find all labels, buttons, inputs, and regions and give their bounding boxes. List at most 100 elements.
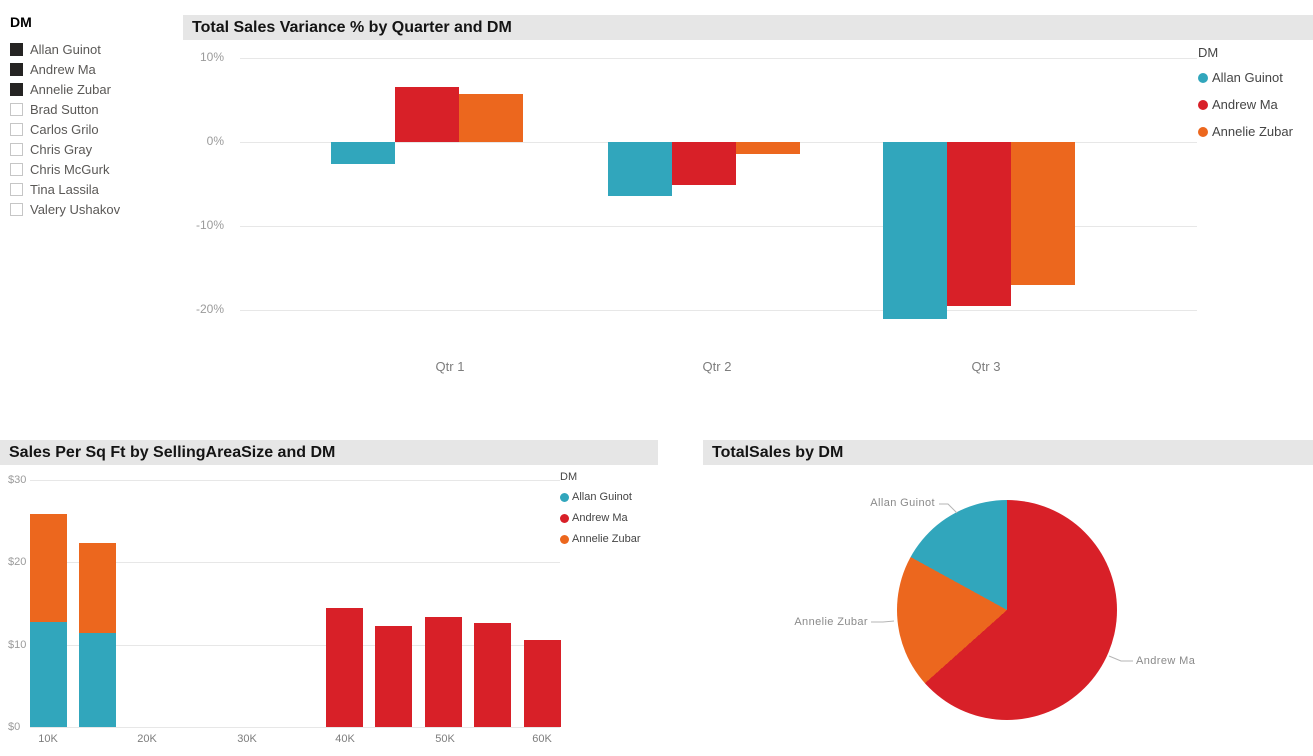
x-axis-tick-30k: 30K [237,733,257,745]
variance-bar-qtr-2-andrew-ma[interactable] [672,141,736,186]
sqft-bar-10k-allan-guinot[interactable] [29,622,67,727]
slicer-item-carlos-grilo[interactable]: Carlos Grilo [10,119,178,139]
legend-item-allan-guinot[interactable]: Allan Guinot [1198,69,1293,86]
variance-bar-qtr-3-andrew-ma[interactable] [947,141,1011,306]
checkbox-annelie-zubar[interactable] [10,82,23,96]
x-axis-label-qtr-2: Qtr 2 [702,359,732,374]
sqft-legend-items: Allan Guinot Andrew Ma Annelie Zubar [560,490,641,546]
sqft-bar-45k-andrew-ma[interactable] [375,626,413,727]
totalsales-pie[interactable] [897,500,1117,720]
legend-dot [560,534,569,544]
slicer-item-valery-ushakov[interactable]: Valery Ushakov [10,199,178,219]
variance-bar-qtr-2-allan-guinot[interactable] [608,141,672,197]
checkbox-allan-guinot[interactable] [10,42,23,56]
x-axis-tick-50k: 50K [435,733,455,745]
legend-dot [560,492,569,502]
checkbox-chris-gray[interactable] [10,142,23,156]
slicer-item-label: Andrew Ma [30,61,96,77]
slicer-item-label: Chris Gray [30,141,93,157]
legend-dot [1198,99,1208,110]
slicer-item-allan-guinot[interactable]: Allan Guinot [10,39,178,59]
variance-bar-qtr-1-andrew-ma[interactable] [395,86,459,142]
slicer-item-label: Carlos Grilo [30,121,99,137]
sqft-legend-title: DM [560,471,578,483]
sqft-bar-55k-andrew-ma[interactable] [474,623,512,727]
slicer-item-annelie-zubar[interactable]: Annelie Zubar [10,79,178,99]
variance-bar-qtr-1-allan-guinot[interactable] [331,141,395,164]
pie-label-andrew-ma: Andrew Ma [1136,655,1196,667]
checkbox-carlos-grilo[interactable] [10,122,23,136]
variance-legend-title: DM [1198,45,1219,60]
gridline [240,57,1197,59]
slicer-item-label: Valery Ushakov [30,201,121,217]
y-axis-tick: $20 [8,556,27,569]
legend-label: Andrew Ma [572,512,628,524]
legend-dot [1198,126,1208,137]
x-axis-tick-40k: 40K [335,733,355,745]
slicer-item-chris-gray[interactable]: Chris Gray [10,139,178,159]
checkbox-andrew-ma[interactable] [10,62,23,76]
sqft-chart-title: Sales Per Sq Ft by SellingAreaSize and D… [0,440,658,465]
gridline [30,562,560,564]
slicer-item-chris-mcgurk[interactable]: Chris McGurk [10,159,178,179]
gridline [30,480,560,482]
gridline [30,726,560,728]
y-axis-tick: 10% [199,49,224,64]
checkbox-valery-ushakov[interactable] [10,202,23,216]
slicer-title: DM [10,14,32,30]
y-axis-tick: -20% [195,302,224,317]
y-axis-tick: 0% [206,133,224,148]
variance-bar-qtr-3-annelie-zubar[interactable] [1011,141,1075,285]
sqft-legend: DM Allan Guinot Andrew Ma Annelie Zubar [560,471,641,553]
gridline [240,225,1197,227]
y-axis-tick: $30 [8,474,27,487]
checkbox-chris-mcgurk[interactable] [10,162,23,176]
pie-label-allan-guinot: Allan Guinot [870,497,935,509]
legend-label: Allan Guinot [572,491,632,503]
variance-plot: 10% 0% -10% -20% Qtr 1 Qtr 2 Qtr 3 [183,15,1313,390]
x-axis-label-qtr-1: Qtr 1 [435,359,465,374]
pie-label-annelie-zubar: Annelie Zubar [794,616,868,628]
sqft-bar-60k-andrew-ma[interactable] [523,639,561,727]
y-axis-tick: $10 [8,638,27,651]
x-axis-label-qtr-3: Qtr 3 [971,359,1001,374]
checkbox-brad-sutton[interactable] [10,102,23,116]
variance-bar-qtr-1-annelie-zubar[interactable] [459,93,523,142]
variance-chart-panel: Total Sales Variance % by Quarter and DM… [183,15,1313,390]
totalsales-chart-panel: TotalSales by DM Allan Guinot Annelie Zu… [703,440,1313,756]
x-axis-tick-20k: 20K [137,733,157,745]
variance-bar-qtr-2-annelie-zubar[interactable] [736,141,800,155]
slicer-item-tina-lassila[interactable]: Tina Lassila [10,179,178,199]
legend-item-andrew-ma[interactable]: Andrew Ma [560,511,641,525]
slicer-item-label: Annelie Zubar [30,81,111,97]
slicer-item-label: Tina Lassila [30,181,99,197]
dm-slicer-list: Allan Guinot Andrew Ma Annelie Zubar Brad S… [10,39,178,219]
y-axis-tick: $0 [8,720,21,733]
dm-slicer: DM Allan Guinot Andrew Ma Annelie Zubar Bra… [10,14,178,219]
variance-legend: DM Allan Guinot Andrew Ma Annelie Zubar [1198,45,1293,150]
slicer-item-andrew-ma[interactable]: Andrew Ma [10,59,178,79]
legend-item-annelie-zubar[interactable]: Annelie Zubar [560,532,641,546]
legend-dot [560,513,569,523]
y-axis-tick: -10% [195,217,224,232]
gridline [240,310,1197,312]
variance-bar-qtr-3-allan-guinot[interactable] [883,141,947,320]
sqft-bar-40k-andrew-ma[interactable] [325,607,363,727]
legend-item-annelie-zubar[interactable]: Annelie Zubar [1198,123,1293,140]
slicer-item-brad-sutton[interactable]: Brad Sutton [10,99,178,119]
sqft-bar-50k-andrew-ma[interactable] [424,616,462,727]
legend-item-allan-guinot[interactable]: Allan Guinot [560,490,641,504]
x-axis-tick-60k: 60K [532,733,552,745]
variance-legend-items: Allan Guinot Andrew Ma Annelie Zubar [1198,69,1293,140]
sqft-bar-15k-allan-guinot[interactable] [78,632,116,727]
gridline [30,644,560,646]
sqft-plot: $30 $20 $10 $0 10K 20K 30K 40K 50K 60K [0,440,658,756]
legend-label: Annelie Zubar [1212,124,1293,139]
x-axis-tick-10k: 10K [38,733,58,745]
sqft-bar-10k-annelie-zubar[interactable] [29,513,67,623]
slicer-item-label: Allan Guinot [30,41,101,57]
checkbox-tina-lassila[interactable] [10,182,23,196]
legend-label: Allan Guinot [1212,70,1283,85]
legend-item-andrew-ma[interactable]: Andrew Ma [1198,96,1293,113]
sqft-bar-15k-annelie-zubar[interactable] [78,543,116,633]
